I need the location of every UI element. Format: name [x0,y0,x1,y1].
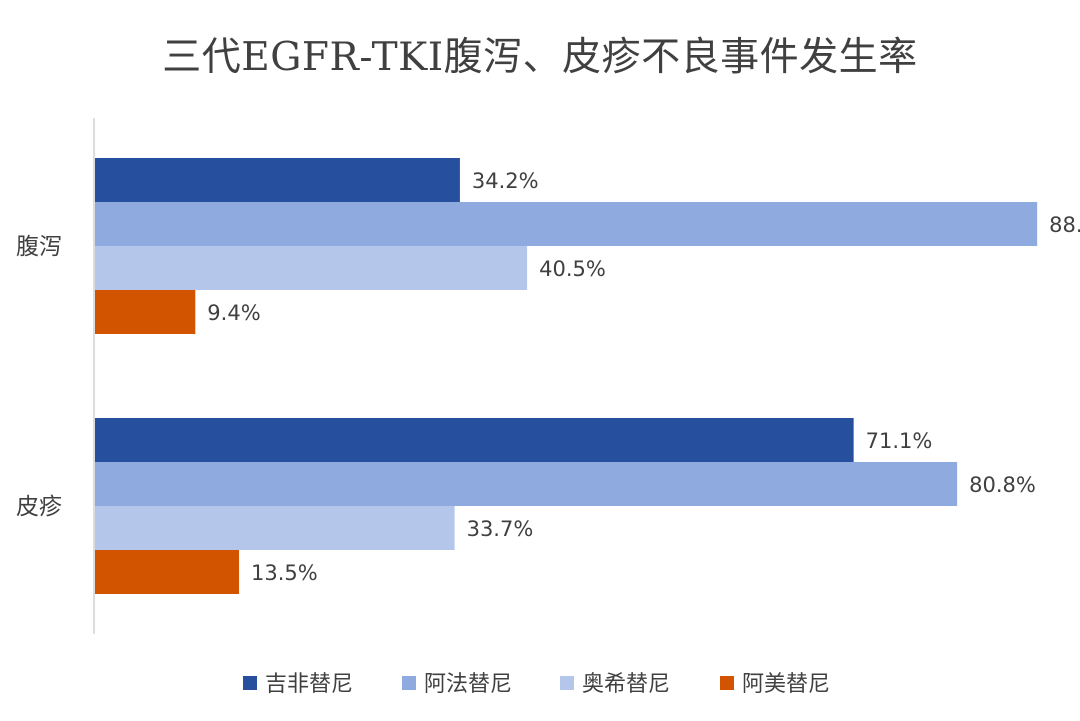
bar [95,290,196,334]
data-label: 40.5% [539,257,606,281]
bar [95,158,460,202]
legend-label: 阿法替尼 [424,672,512,697]
data-label: 34.2% [472,169,539,193]
category-label: 皮疹 [16,494,62,520]
data-label: 71.1% [866,429,933,453]
bar [95,462,958,506]
legend-label: 吉非替尼 [265,672,353,697]
bar [95,550,240,594]
bar [95,202,1038,246]
data-label: 13.5% [251,561,318,585]
legend-swatch [560,676,574,690]
bar [95,246,528,290]
bar [95,418,854,462]
bars-layer [95,158,1038,594]
data-labels-layer: 34.2% 88.3% 40.5% 9.4% 71.1% 80.8% 33.7% 13.5% [207,169,1080,585]
legend-swatch [243,676,257,690]
data-label: 33.7% [467,517,534,541]
legend-swatch [402,676,416,690]
legend: 吉非替尼 阿法替尼 奥希替尼 阿美替尼 [243,672,830,697]
data-label: 9.4% [207,301,260,325]
chart-title: 三代EGFR-TKI腹泻、皮疹不良事件发生率 [162,35,918,80]
legend-swatch [720,676,734,690]
legend-label: 阿美替尼 [742,672,830,697]
legend-label: 奥希替尼 [582,672,670,697]
data-label: 88.3% [1049,213,1080,237]
category-label: 腹泻 [16,234,62,260]
bar [95,506,455,550]
data-label: 80.8% [969,473,1036,497]
